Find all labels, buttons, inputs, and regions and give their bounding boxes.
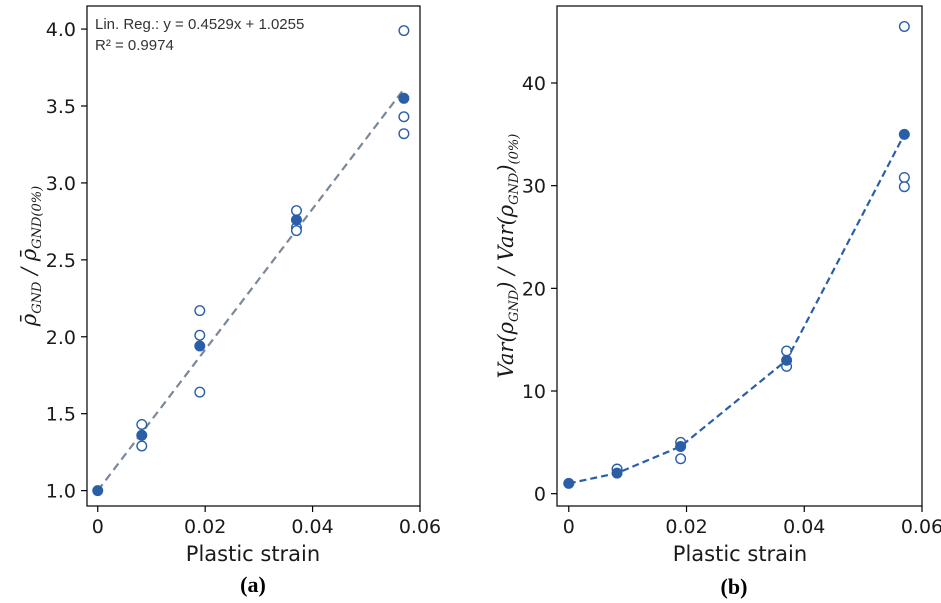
mean-point-a-0 bbox=[92, 485, 104, 497]
y-tick-label-b-4: 40 bbox=[522, 73, 546, 95]
mean-point-b-4 bbox=[898, 128, 910, 140]
mean-point-a-1 bbox=[136, 429, 148, 441]
sample-point-a-7 bbox=[290, 225, 302, 237]
x-tick-label-a-3: 0.06 bbox=[399, 516, 441, 538]
sample-point-b-3 bbox=[781, 345, 793, 357]
panel-label-a: (a) bbox=[240, 572, 266, 597]
sample-point-a-4 bbox=[194, 386, 206, 398]
plot-frame-a bbox=[86, 5, 421, 507]
y-axis-label-b: Var(ρGND) / Var(ρGND)(0%) bbox=[494, 134, 522, 379]
sample-point-a-2 bbox=[194, 305, 206, 317]
sample-point-a-5 bbox=[290, 205, 302, 217]
y-tick-label-b-0: 0 bbox=[534, 484, 546, 506]
y-tick-label-a-5: 3.5 bbox=[46, 96, 76, 118]
panel-label-b: (b) bbox=[721, 574, 748, 599]
sample-point-a-3 bbox=[194, 329, 206, 341]
x-axis-label-b: Plastic strain bbox=[673, 542, 807, 566]
sample-point-b-7 bbox=[898, 181, 910, 193]
y-tick-label-a-6: 4.0 bbox=[46, 19, 76, 41]
y-axis-label-a: ρ̄GND / ρ̄GND(0%) bbox=[17, 186, 45, 327]
sample-point-a-10 bbox=[398, 128, 410, 140]
x-tick-label-a-2: 0.04 bbox=[291, 516, 333, 538]
mean-point-a-4 bbox=[398, 92, 410, 104]
x-tick-label-b-3: 0.06 bbox=[901, 516, 941, 538]
y-tick-label-b-3: 30 bbox=[522, 176, 546, 198]
sample-point-a-0 bbox=[136, 418, 148, 430]
annotation-line-2: R² = 0.9974 bbox=[95, 37, 174, 54]
annotation-line-1: Lin. Reg.: y = 0.4529x + 1.0255 bbox=[95, 16, 304, 33]
y-tick-label-b-2: 20 bbox=[522, 278, 546, 300]
x-axis-label-a: Plastic strain bbox=[186, 542, 320, 566]
x-tick-label-a-1: 0.02 bbox=[184, 516, 226, 538]
regression-line bbox=[96, 88, 405, 492]
y-tick-label-a-3: 2.5 bbox=[46, 250, 76, 272]
mean-point-b-3 bbox=[781, 354, 793, 366]
sample-point-a-9 bbox=[398, 111, 410, 123]
plot-frame-b bbox=[556, 5, 923, 507]
mean-line-b bbox=[568, 133, 906, 485]
sample-point-b-2 bbox=[675, 453, 687, 465]
chart-b: 0 0.02 0.04 0.06 0 10 20 30 40 Plastic strain Va… bbox=[494, 5, 941, 599]
mean-point-b-1 bbox=[611, 467, 623, 479]
y-tick-label-a-1: 1.5 bbox=[46, 404, 76, 426]
sample-point-a-1 bbox=[136, 440, 148, 452]
mean-point-b-2 bbox=[675, 440, 687, 452]
sample-point-b-6 bbox=[898, 171, 910, 183]
mean-point-b-0 bbox=[563, 477, 575, 489]
x-tick-label-b-0: 0 bbox=[563, 516, 575, 538]
sample-point-b-5 bbox=[898, 21, 910, 33]
sample-point-a-8 bbox=[398, 25, 410, 37]
y-tick-label-b-1: 10 bbox=[522, 381, 546, 403]
x-tick-label-a-0: 0 bbox=[92, 516, 104, 538]
x-tick-label-b-1: 0.02 bbox=[665, 516, 707, 538]
x-tick-label-b-2: 0.04 bbox=[783, 516, 825, 538]
mean-point-a-3 bbox=[290, 214, 302, 226]
y-tick-label-a-2: 2.0 bbox=[46, 327, 76, 349]
y-tick-label-a-0: 1.0 bbox=[46, 481, 76, 503]
mean-point-a-2 bbox=[194, 340, 206, 352]
chart-a: 0 0.02 0.04 0.06 1.0 1.5 2.0 2.5 3.0 3.5 4.0 Lin. … bbox=[17, 5, 441, 597]
y-tick-label-a-4: 3.0 bbox=[46, 173, 76, 195]
